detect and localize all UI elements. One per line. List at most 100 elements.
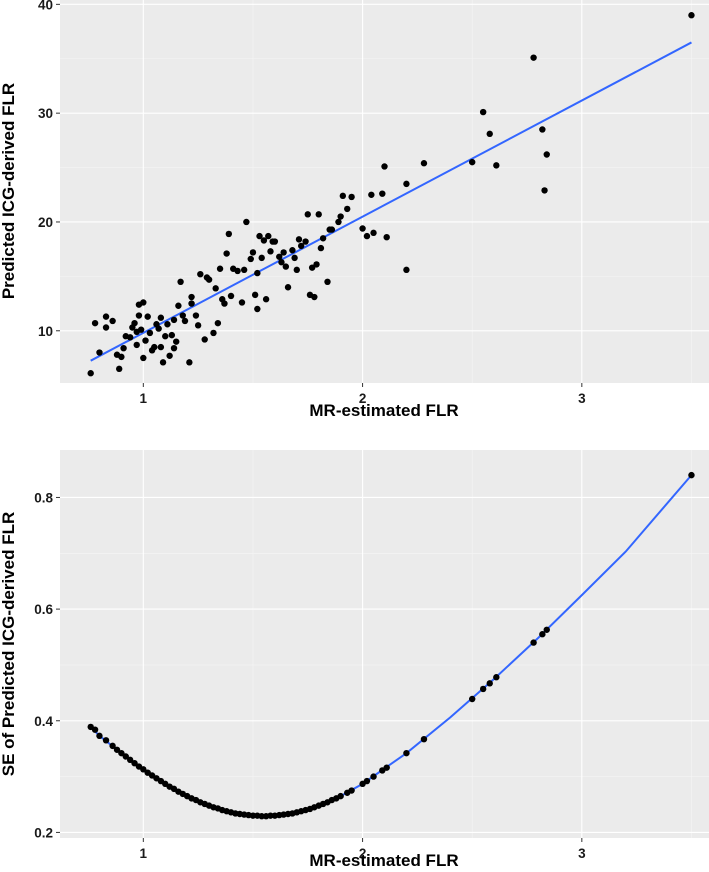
data-point (157, 314, 165, 321)
x-tick-label: 2 (359, 846, 367, 861)
data-point (205, 276, 213, 283)
data-point (262, 296, 270, 303)
data-point (328, 226, 336, 233)
panel-background-bottom (60, 450, 709, 838)
data-point (276, 253, 283, 260)
data-point (186, 359, 193, 366)
data-point (155, 325, 162, 332)
data-point (297, 242, 305, 250)
data-point (122, 753, 129, 760)
data-point (168, 331, 176, 339)
data-point (249, 812, 257, 819)
data-point (254, 269, 261, 277)
data-point (311, 293, 318, 301)
data-point (278, 259, 285, 266)
data-point (115, 365, 123, 373)
data-point (368, 191, 375, 198)
data-point (271, 238, 279, 245)
data-point (238, 299, 246, 306)
data-point (247, 255, 254, 263)
y-tick-label: 0.6 (34, 602, 53, 617)
data-point (420, 735, 428, 743)
data-point (370, 229, 377, 237)
data-point (469, 158, 476, 166)
data-point (102, 324, 110, 331)
data-point (118, 749, 125, 757)
data-point (249, 249, 257, 256)
data-point (295, 236, 303, 243)
data-point (337, 213, 344, 220)
data-point (291, 254, 298, 262)
x-axis-title-bottom: MR-estimated FLR (309, 851, 458, 870)
data-point (486, 680, 493, 687)
data-point (363, 232, 371, 240)
data-point (166, 352, 173, 359)
data-point (348, 787, 355, 794)
data-point (688, 471, 695, 479)
data-point (96, 349, 103, 356)
data-point (96, 732, 103, 740)
data-point (254, 305, 261, 313)
data-point (151, 343, 158, 351)
chart-bottom: 1 2 3 0.2 0.4 0.6 0.8 MR-estimated FLR SE of P… (0, 450, 709, 870)
data-point (140, 299, 147, 306)
data-point (383, 233, 390, 241)
data-point (216, 265, 224, 272)
regression-line (90, 41, 692, 362)
data-point (159, 359, 167, 366)
data-point (289, 247, 296, 254)
data-point (243, 218, 250, 226)
data-point (317, 244, 325, 252)
data-point (379, 190, 386, 197)
data-point (284, 284, 292, 291)
data-point (126, 756, 134, 764)
data-point (256, 232, 263, 240)
y-tick-label: 40 (38, 0, 53, 12)
x-tick-label: 3 (578, 391, 586, 406)
data-point (87, 370, 94, 377)
data-point (479, 685, 487, 693)
data-point (344, 205, 351, 213)
y-tick-label: 30 (38, 106, 53, 121)
data-point (493, 162, 500, 169)
data-point (260, 237, 268, 244)
data-point (403, 180, 410, 188)
data-point (118, 353, 125, 361)
y-tick-label: 0.8 (34, 490, 53, 505)
data-point (469, 695, 476, 703)
data-point (339, 192, 347, 200)
y-axis-title-bottom: SE of Predicted ICG-derived FLR (0, 512, 18, 777)
data-point (157, 343, 165, 351)
data-point (173, 338, 180, 345)
data-point (267, 812, 274, 819)
data-point (102, 313, 110, 320)
data-point (359, 225, 366, 232)
data-point (539, 631, 546, 638)
grid-bottom (60, 450, 709, 838)
data-point (181, 317, 189, 325)
data-point (315, 211, 322, 218)
data-point (383, 764, 390, 771)
data-point (109, 317, 116, 325)
y-tick-label: 20 (38, 215, 53, 230)
data-point (162, 333, 169, 340)
data-point (234, 267, 241, 275)
data-point (370, 773, 377, 780)
x-tick-label: 2 (359, 391, 367, 406)
y-tick-label: 0.2 (34, 825, 53, 840)
data-point (188, 293, 195, 301)
data-point (282, 263, 290, 270)
data-point (543, 626, 550, 633)
data-point (177, 278, 184, 286)
data-point (197, 270, 204, 278)
ticks-bottom: 1 2 3 0.2 0.4 0.6 0.8 (34, 490, 586, 861)
data-point (539, 126, 546, 133)
data-point (133, 341, 140, 349)
data-point (131, 319, 138, 327)
y-tick-label: 0.4 (34, 714, 53, 729)
data-point (293, 266, 300, 274)
data-point (403, 749, 410, 757)
x-tick-label: 3 (578, 846, 586, 861)
data-point (144, 313, 151, 320)
data-point (337, 792, 344, 800)
